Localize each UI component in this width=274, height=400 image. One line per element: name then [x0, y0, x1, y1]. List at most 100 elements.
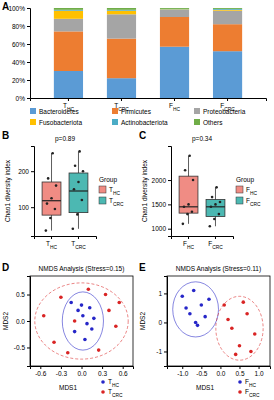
point — [46, 202, 49, 205]
tick-label: 0.0 — [216, 370, 225, 377]
legend-marker — [101, 390, 105, 394]
tick-label: 0.0 — [77, 370, 86, 377]
tick-mark — [27, 26, 30, 27]
legend-swatch — [30, 119, 36, 125]
legend-label: THC — [109, 186, 120, 196]
tick-mark — [51, 236, 52, 239]
tick: FHC — [183, 236, 194, 249]
legend-swatch — [194, 119, 200, 125]
tick-label: -0.3 — [56, 370, 68, 377]
tick: 200 — [18, 168, 34, 175]
plot-frame — [30, 276, 133, 366]
bar-segment — [160, 47, 189, 98]
point — [226, 318, 230, 322]
point — [234, 353, 238, 357]
legend: GroupFHCFCRC — [236, 176, 261, 207]
panel-label: E — [139, 262, 146, 273]
point — [230, 326, 234, 330]
legend-label: THC — [108, 378, 119, 388]
box — [179, 176, 198, 213]
point — [249, 350, 253, 354]
point — [55, 184, 58, 187]
tick: THC — [46, 236, 57, 249]
median — [42, 200, 61, 201]
annotation: p=0.89 — [55, 135, 75, 143]
tick-label: -1 — [156, 348, 162, 355]
tick: 100 — [18, 204, 34, 211]
boxes — [179, 154, 225, 227]
tick-mark — [82, 366, 83, 369]
point — [182, 223, 185, 226]
y-axis-title: MDS2 — [2, 312, 9, 330]
tick-mark — [68, 98, 69, 101]
axis-line — [27, 9, 31, 99]
point — [88, 306, 92, 310]
tick-mark — [27, 62, 30, 63]
bar-segment — [54, 31, 83, 71]
tick: 80% — [12, 23, 30, 30]
annotation: p=0.34 — [192, 135, 212, 143]
point — [49, 217, 52, 220]
tick: FCRC — [208, 236, 223, 249]
tick: 20% — [12, 77, 30, 84]
tick-label: FHC — [183, 240, 194, 250]
legend-marker — [238, 390, 242, 394]
y-axis: 0%20%40%60%80%100% — [8, 5, 30, 102]
tick-mark — [61, 366, 62, 369]
point — [215, 186, 218, 189]
tick-label: 100 — [18, 204, 29, 211]
point — [188, 154, 191, 157]
legend-label: Firmicutes — [121, 108, 152, 115]
bar-segment — [160, 8, 189, 9]
tick-label: 1.0 — [255, 370, 264, 377]
bar-segment — [54, 19, 83, 32]
legend-swatch — [112, 119, 118, 125]
tick-mark — [27, 321, 30, 322]
legend-label: FHC — [246, 186, 257, 196]
point — [80, 303, 84, 307]
tick-label: 80% — [12, 23, 25, 30]
tick-mark — [168, 180, 171, 181]
x-axis-title: MDS1 — [59, 384, 77, 391]
point — [69, 301, 73, 305]
tick-label: -0.5 — [14, 344, 26, 351]
tick: -0.5 — [14, 344, 30, 351]
point — [97, 348, 101, 352]
bar-segment — [107, 39, 136, 79]
tick-mark — [121, 98, 122, 101]
point — [76, 309, 80, 313]
y-axis: -101 — [156, 277, 167, 367]
point — [180, 295, 184, 299]
tick-label: 1000 — [152, 225, 167, 232]
tick: FHC — [169, 98, 180, 111]
tick-label: 1500 — [152, 201, 167, 208]
tick-mark — [102, 366, 103, 369]
point — [213, 218, 216, 221]
legend-label: TCRC — [109, 197, 124, 207]
point — [241, 300, 245, 304]
tick-label: -0.6 — [35, 370, 47, 377]
point — [194, 321, 198, 325]
point — [76, 213, 79, 216]
tick-mark — [164, 351, 167, 352]
tick-label: 20% — [12, 77, 25, 84]
points — [173, 282, 263, 360]
x-axis: -0.6-0.30.00.30.6 — [31, 366, 134, 377]
point — [192, 289, 196, 293]
point — [72, 228, 75, 231]
bar-segment — [213, 51, 242, 98]
point — [245, 312, 249, 316]
tick-mark — [239, 366, 240, 369]
bar-segment — [213, 8, 242, 9]
bar-segment — [213, 24, 242, 51]
tick-label: FCRC — [208, 240, 223, 250]
point — [66, 351, 70, 355]
tick-label: 0.6 — [119, 370, 128, 377]
point — [207, 297, 211, 301]
point — [187, 203, 190, 206]
bar-segment — [160, 10, 189, 17]
tick-label: 1 — [158, 290, 162, 297]
tick-mark — [27, 8, 30, 9]
axis-line — [164, 277, 168, 367]
tick-mark — [164, 322, 167, 323]
